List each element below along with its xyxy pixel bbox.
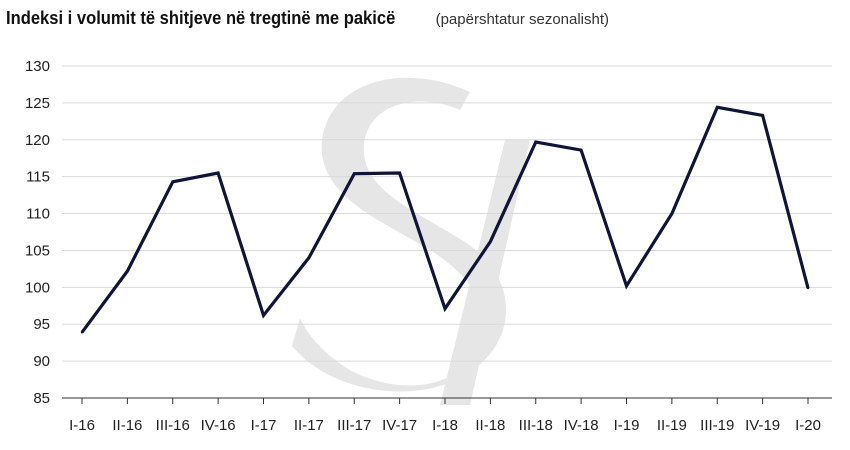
chart-subtitle: (papërshtatur sezonalisht) [435, 11, 610, 28]
x-tick-label: IV-18 [564, 417, 599, 434]
y-tick-label: 90 [33, 353, 50, 370]
data-point [262, 314, 265, 317]
y-tick-label: 130 [25, 58, 50, 75]
data-point [625, 284, 628, 288]
y-tick-label: 105 [25, 242, 50, 259]
data-point [489, 240, 492, 243]
series-line [80, 105, 810, 334]
x-tick-label: I-17 [251, 417, 277, 434]
watermark-logo-icon [292, 77, 530, 405]
watermark-shape [292, 77, 507, 392]
x-tick-label: II-18 [475, 417, 505, 434]
x-tick-label: II-16 [112, 417, 142, 434]
x-tick-label: I-18 [432, 417, 458, 434]
y-tick-label: 120 [25, 132, 50, 149]
data-point [398, 171, 401, 175]
series-layer [80, 105, 810, 334]
x-tick-label: II-17 [294, 417, 324, 434]
data-point [534, 140, 537, 144]
data-point [80, 331, 84, 334]
data-point [579, 148, 583, 152]
y-tick-label: 115 [26, 169, 50, 186]
x-tick-label: I-20 [795, 417, 821, 434]
chart-title-row: Indeksi i volumit të shitjeve në tregtin… [6, 8, 609, 29]
data-point [307, 256, 311, 260]
data-point [216, 171, 220, 175]
x-tick-label: III-16 [156, 417, 190, 434]
y-axis-ticks: 85 90 95 100 105 110 115 120 125 130 [25, 58, 50, 407]
chart-title: Indeksi i volumit të shitjeve në tregtin… [6, 8, 396, 28]
data-point [126, 269, 129, 273]
x-tick-label: II-19 [657, 417, 687, 434]
data-point [806, 286, 810, 290]
x-tick-label: IV-16 [201, 417, 236, 434]
x-tick-label: IV-19 [745, 417, 780, 434]
y-tick-label: 125 [25, 95, 50, 112]
y-tick-label: 95 [33, 316, 50, 333]
data-point [716, 106, 719, 109]
x-tick-label: III-18 [519, 417, 553, 434]
watermark-stroke [440, 140, 530, 405]
x-axis: I-16 II-16 III-16 IV-16 I-17 II-17 III-17 IV-17… [69, 398, 821, 434]
data-point [353, 172, 356, 175]
data-point [670, 212, 674, 215]
data-point [443, 307, 447, 310]
data-point [171, 180, 174, 184]
y-tick-label: 100 [25, 279, 50, 296]
data-point [761, 114, 764, 117]
y-tick-label: 110 [26, 206, 50, 223]
grid-lines [62, 65, 832, 399]
x-tick-label: III-17 [337, 417, 371, 434]
x-tick-label: I-16 [69, 417, 95, 434]
x-tick-label: III-19 [700, 417, 734, 434]
x-tick-label: IV-17 [382, 417, 417, 434]
y-tick-label: 85 [33, 390, 50, 407]
x-tick-label: I-19 [614, 417, 640, 434]
